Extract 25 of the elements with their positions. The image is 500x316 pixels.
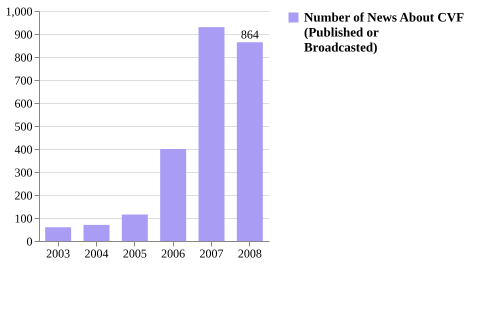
y-tick-label: 0 [26, 234, 32, 248]
bar [236, 42, 263, 241]
y-tick-label: 600 [14, 96, 32, 110]
x-tick-label: 2005 [122, 246, 147, 260]
bar [122, 214, 148, 241]
y-tick-label: 200 [14, 188, 32, 202]
y-tick-label: 900 [14, 28, 32, 42]
bar [84, 224, 110, 241]
y-tick-label: 800 [14, 50, 32, 64]
x-tick-label: 2003 [46, 246, 70, 260]
bar [198, 27, 224, 241]
data-label: 864 [240, 27, 259, 42]
y-tick-label: 1,000 [6, 4, 32, 18]
y-tick-label: 100 [14, 212, 32, 226]
bar [160, 149, 186, 241]
x-tick-label: 2007 [200, 246, 224, 260]
x-tick-label: 2008 [238, 246, 262, 260]
y-tick-label: 400 [14, 142, 32, 156]
bar [45, 227, 72, 241]
x-tick-label: 2004 [84, 246, 108, 260]
y-tick-label: 700 [14, 74, 32, 88]
y-tick-label: 500 [14, 120, 32, 134]
x-tick-label: 2006 [161, 246, 186, 260]
y-tick-label: 300 [14, 166, 32, 180]
legend-label: Number of News About CVF (Published or Broadcasted) [304, 10, 464, 54]
